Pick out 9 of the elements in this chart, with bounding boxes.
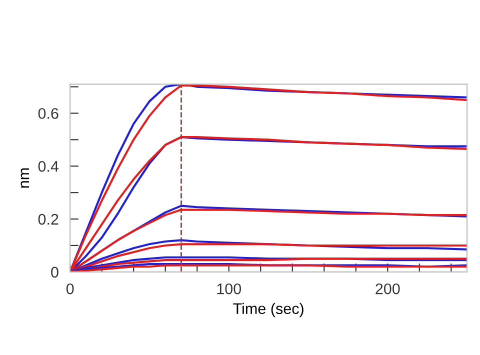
y-tick-label: 0.6 [38, 108, 58, 119]
y-axis-title: nm [20, 168, 30, 188]
x-tick-label: 200 [376, 283, 400, 294]
x-tick-label: 100 [217, 283, 242, 294]
y-tick-label: 0 [51, 266, 58, 278]
x-tick-label: 0 [66, 283, 74, 294]
y-tick-label: 0.4 [38, 161, 59, 172]
x-axis-title: Time (sec) [233, 302, 304, 318]
y-tick-label: 0.2 [38, 214, 58, 225]
